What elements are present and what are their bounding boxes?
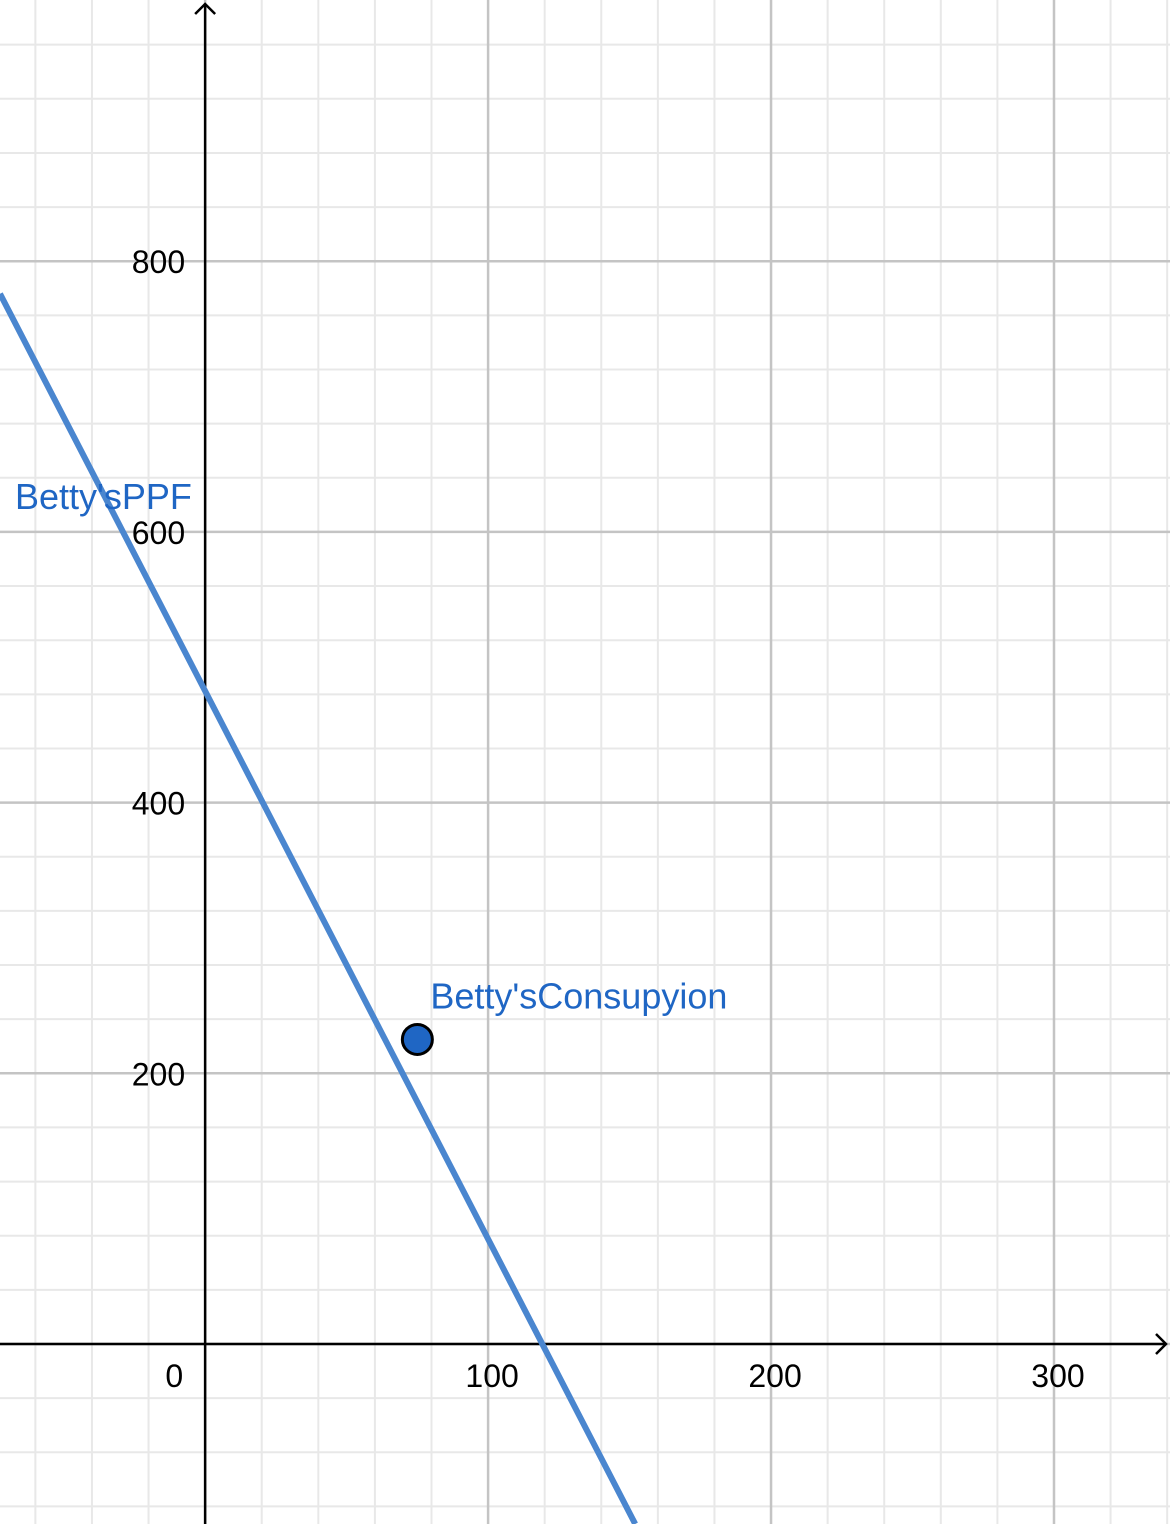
consumption-label: Betty'sConsupyion — [430, 975, 727, 1016]
y-tick-label: 600 — [132, 515, 185, 551]
y-axis-arrow-icon — [194, 2, 217, 15]
ppf-label: Betty'sPPF — [15, 476, 192, 517]
x-tick-label: 300 — [1031, 1358, 1084, 1394]
x-tick-label: 200 — [748, 1358, 801, 1394]
ppf-line — [0, 292, 638, 1524]
origin-label: 0 — [165, 1358, 183, 1394]
tick-labels: 100 200 300 200 400 600 800 0 — [132, 244, 1085, 1394]
x-axis-arrow-icon — [1155, 1333, 1168, 1355]
y-tick-label: 800 — [132, 244, 185, 280]
x-tick-label: 100 — [465, 1358, 518, 1394]
y-tick-label: 400 — [132, 786, 185, 822]
consumption-point — [400, 1022, 434, 1056]
y-tick-label: 200 — [132, 1056, 185, 1092]
series-layer: Betty'sPPF Betty'sConsupyion — [0, 292, 727, 1524]
